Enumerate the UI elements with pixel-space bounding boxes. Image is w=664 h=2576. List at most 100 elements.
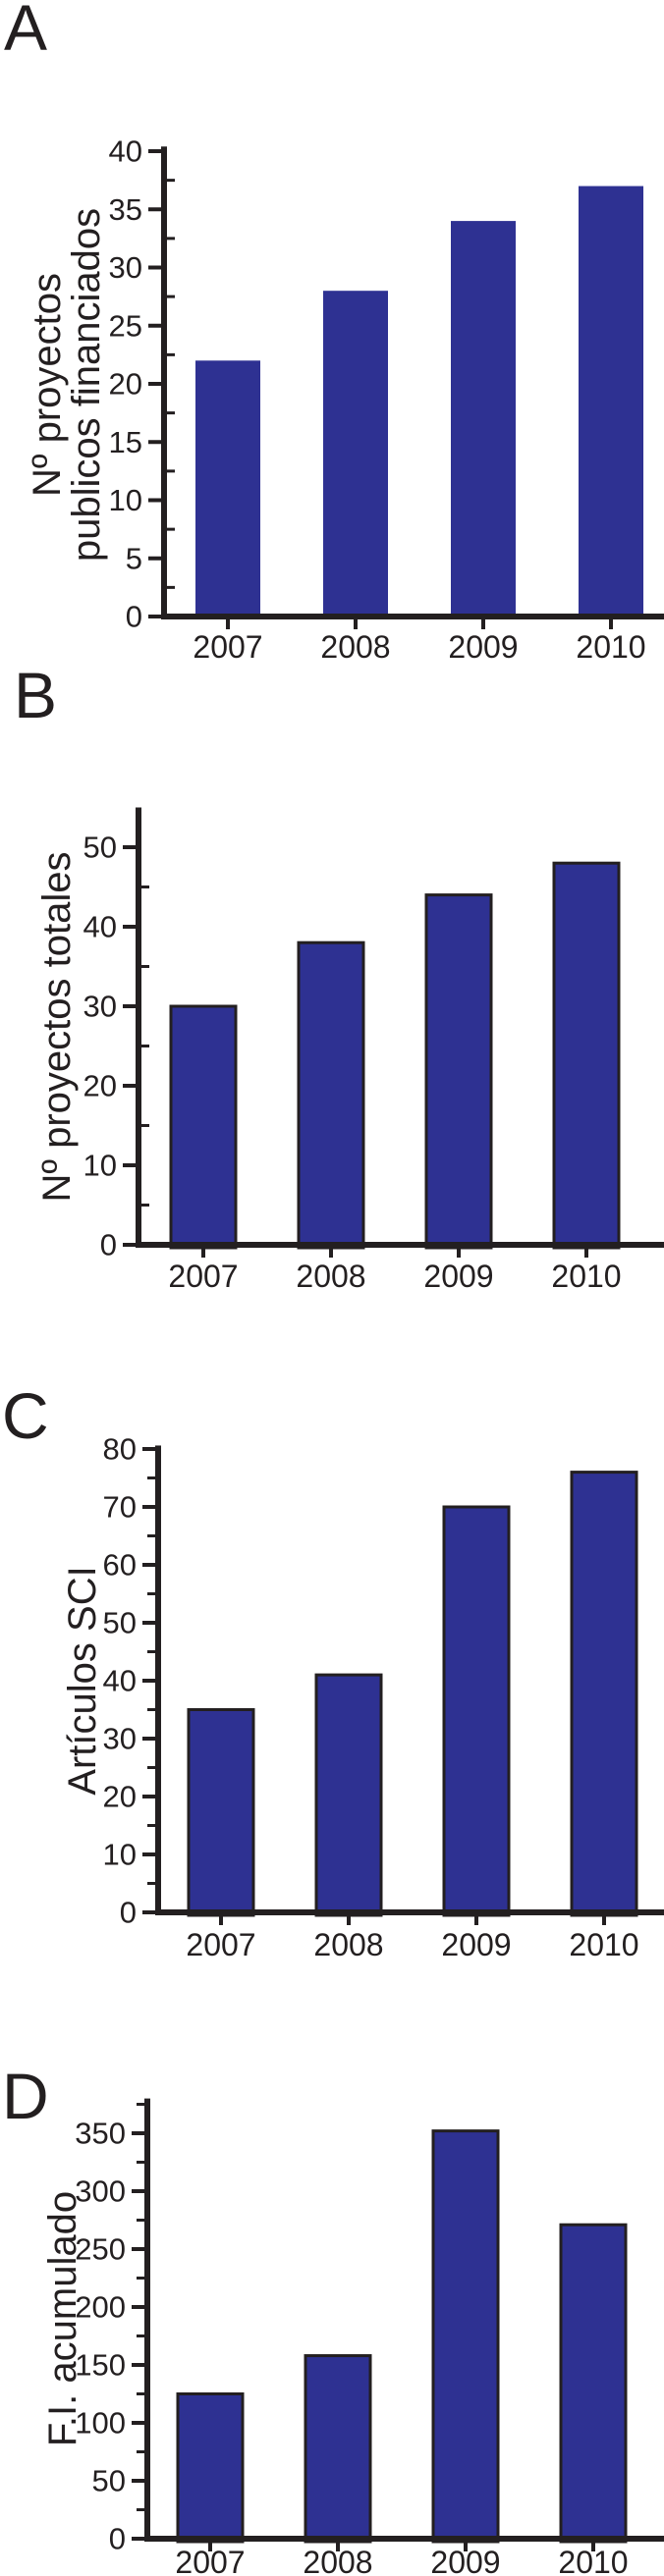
y-tick-label-a: 0 xyxy=(126,600,142,634)
y-major-tick-c xyxy=(142,1621,155,1625)
y-minor-tick-c xyxy=(147,1476,155,1479)
x-tick-label-a: 2009 xyxy=(448,629,518,665)
y-axis-d xyxy=(144,2098,150,2542)
x-axis-a xyxy=(161,614,664,619)
y-tick-label-b: 0 xyxy=(100,1228,117,1262)
y-tick-label-c: 40 xyxy=(103,1664,137,1698)
y-minor-tick-d xyxy=(137,2277,144,2280)
y-axis-a xyxy=(161,146,167,619)
y-minor-tick-c xyxy=(147,1592,155,1595)
bar-b-2009 xyxy=(424,893,493,1250)
y-minor-tick-b xyxy=(141,1204,149,1207)
x-tick-label-d: 2007 xyxy=(175,2545,245,2576)
x-tick-a xyxy=(609,619,613,629)
y-tick-label-a: 10 xyxy=(109,483,142,517)
y-major-tick-c xyxy=(142,1447,155,1451)
bar-d-2009 xyxy=(431,2129,500,2544)
y-tick-label-c: 50 xyxy=(103,1606,137,1640)
x-tick-b xyxy=(457,1248,461,1258)
bar-b-2007 xyxy=(169,1004,238,1250)
y-tick-label-d: 50 xyxy=(92,2464,126,2498)
y-tick-label-d: 250 xyxy=(75,2232,126,2267)
y-tick-label-a: 20 xyxy=(109,367,142,402)
y-major-tick-d xyxy=(132,2247,144,2251)
y-minor-tick-d xyxy=(137,2161,144,2164)
bar-c-2007 xyxy=(187,1708,255,1917)
y-major-tick-b xyxy=(123,1163,136,1167)
x-axis-c xyxy=(155,1909,664,1915)
y-major-tick-a xyxy=(148,556,161,561)
y-major-tick-b xyxy=(123,925,136,929)
y-minor-tick-a xyxy=(167,295,175,298)
panel-letter-c: C xyxy=(2,1379,49,1452)
y-minor-tick-c xyxy=(147,1766,155,1769)
y-minor-tick-d xyxy=(137,2392,144,2395)
x-tick-d xyxy=(208,2542,212,2551)
y-tick-label-b: 50 xyxy=(83,831,117,865)
y-major-tick-a xyxy=(148,615,161,618)
y-tick-label-b: 30 xyxy=(83,990,117,1024)
y-tick-label-a: 15 xyxy=(109,425,142,459)
y-axis-b xyxy=(136,807,141,1248)
bar-c-2010 xyxy=(570,1471,638,1917)
bar-d-2008 xyxy=(304,2354,372,2544)
x-tick-d xyxy=(336,2542,340,2551)
y-major-tick-d xyxy=(132,2421,144,2425)
y-minor-tick-a xyxy=(167,237,175,241)
y-major-tick-c xyxy=(142,1795,155,1798)
bar-a-2010 xyxy=(579,186,643,620)
x-tick-label-d: 2008 xyxy=(303,2545,372,2576)
bar-d-2007 xyxy=(176,2392,245,2544)
panel-letter-a: A xyxy=(4,0,48,64)
y-axis-label-c-line1: Artículos SCI xyxy=(61,1566,104,1796)
y-tick-label-b: 40 xyxy=(83,910,117,944)
y-tick-label-a: 35 xyxy=(109,192,142,227)
bar-c-2008 xyxy=(314,1673,383,1917)
x-tick-label-a: 2007 xyxy=(193,629,262,665)
y-minor-tick-d xyxy=(137,2508,144,2511)
x-axis-d xyxy=(144,2536,664,2542)
y-minor-tick-b xyxy=(141,886,149,888)
x-tick-label-b: 2010 xyxy=(551,1259,621,1294)
y-tick-label-d: 0 xyxy=(109,2522,126,2556)
x-tick-label-c: 2010 xyxy=(569,1927,638,1962)
y-minor-tick-c xyxy=(147,1650,155,1653)
y-axis-label-a-line2: publicos financiados xyxy=(65,207,108,563)
bar-a-2009 xyxy=(451,221,516,619)
y-major-tick-b xyxy=(123,1004,136,1008)
y-tick-label-c: 20 xyxy=(103,1780,137,1814)
y-major-tick-c xyxy=(142,1910,155,1914)
y-major-tick-c xyxy=(142,1563,155,1567)
x-tick-label-a: 2008 xyxy=(320,629,390,665)
y-axis-label-c: Artículos SCI xyxy=(61,1566,104,1796)
y-tick-label-a: 5 xyxy=(126,541,142,575)
y-major-tick-a xyxy=(148,440,161,445)
y-axis-label-b-line1: Nº proyectos totales xyxy=(35,851,79,1203)
y-tick-label-d: 200 xyxy=(75,2290,126,2325)
y-major-tick-c xyxy=(142,1679,155,1683)
y-axis-label-a: Nº proyectos publicos financiados xyxy=(26,207,108,563)
y-major-tick-a xyxy=(148,382,161,386)
y-minor-tick-a xyxy=(167,179,175,183)
y-minor-tick-d xyxy=(137,2450,144,2453)
x-tick-c xyxy=(602,1915,606,1925)
y-major-tick-a xyxy=(148,207,161,212)
y-tick-label-c: 30 xyxy=(103,1722,137,1756)
y-major-tick-a xyxy=(148,265,161,270)
y-tick-label-d: 350 xyxy=(75,2117,126,2151)
y-major-tick-d xyxy=(132,2363,144,2367)
y-minor-tick-a xyxy=(167,411,175,415)
y-major-tick-d xyxy=(132,2189,144,2193)
y-minor-tick-c xyxy=(147,1534,155,1537)
bar-b-2008 xyxy=(297,940,365,1250)
y-major-tick-d xyxy=(132,2305,144,2309)
y-tick-label-a: 40 xyxy=(109,134,142,169)
x-tick-d xyxy=(591,2542,595,2551)
y-axis-label-d-line1: F.I. acumulado xyxy=(41,2190,84,2447)
x-tick-d xyxy=(464,2542,468,2551)
y-minor-tick-c xyxy=(147,1824,155,1827)
bar-d-2010 xyxy=(559,2223,628,2544)
y-major-tick-d xyxy=(132,2479,144,2483)
y-major-tick-d xyxy=(132,2537,144,2541)
